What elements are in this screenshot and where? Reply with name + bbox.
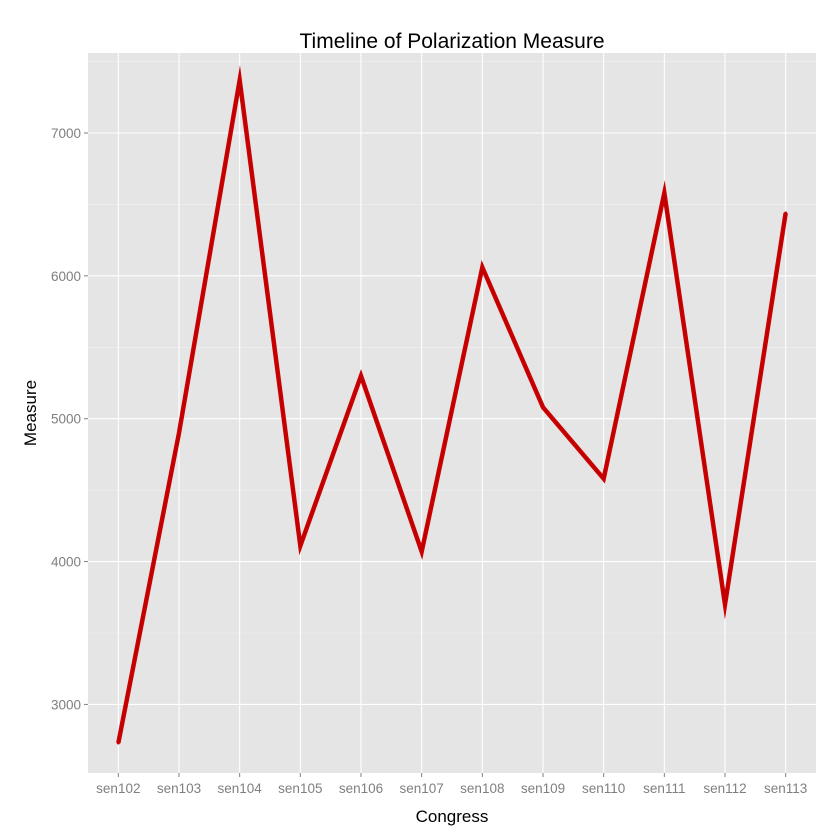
y-tick-label: 4000 <box>51 555 81 570</box>
data-point <box>662 191 666 195</box>
data-point <box>602 477 606 481</box>
data-point <box>784 211 788 215</box>
y-tick-label: 3000 <box>51 697 81 712</box>
y-tick-label: 7000 <box>51 126 81 141</box>
x-tick-label: sen106 <box>339 781 383 796</box>
x-tick-label: sen109 <box>521 781 565 796</box>
chart-title: Timeline of Polarization Measure <box>299 30 604 53</box>
data-point <box>177 431 181 435</box>
data-point <box>420 550 424 554</box>
series-line-core <box>117 76 787 744</box>
x-tick-label: sen107 <box>400 781 444 796</box>
x-tick-label: sen108 <box>460 781 504 796</box>
y-axis: 3000 4000 5000 6000 7000 <box>51 126 88 712</box>
series-layer <box>116 65 788 745</box>
x-tick-label: sen113 <box>764 781 807 796</box>
y-tick-label: 6000 <box>51 269 81 284</box>
data-point <box>116 741 120 745</box>
major-gridlines <box>88 53 816 773</box>
data-point <box>541 405 545 409</box>
x-tick-label: sen105 <box>278 781 322 796</box>
data-point <box>723 602 727 606</box>
data-point <box>359 374 363 378</box>
data-point <box>480 265 484 269</box>
x-tick-label: sen110 <box>582 781 625 796</box>
data-point <box>238 78 242 82</box>
x-tick-label: sen111 <box>643 781 685 796</box>
x-tick-label: sen103 <box>157 781 201 796</box>
x-axis-title: Congress <box>416 807 489 826</box>
x-axis: sen102 sen103 sen104 sen105 sen106 sen107 sen1… <box>96 773 807 796</box>
y-axis-title: Measure <box>21 380 40 446</box>
data-point <box>298 544 302 548</box>
x-tick-label: sen104 <box>218 781 263 796</box>
minor-gridlines <box>88 61 816 634</box>
x-tick-label: sen112 <box>703 781 746 796</box>
x-tick-label: sen102 <box>96 781 140 796</box>
y-tick-label: 5000 <box>51 412 81 427</box>
